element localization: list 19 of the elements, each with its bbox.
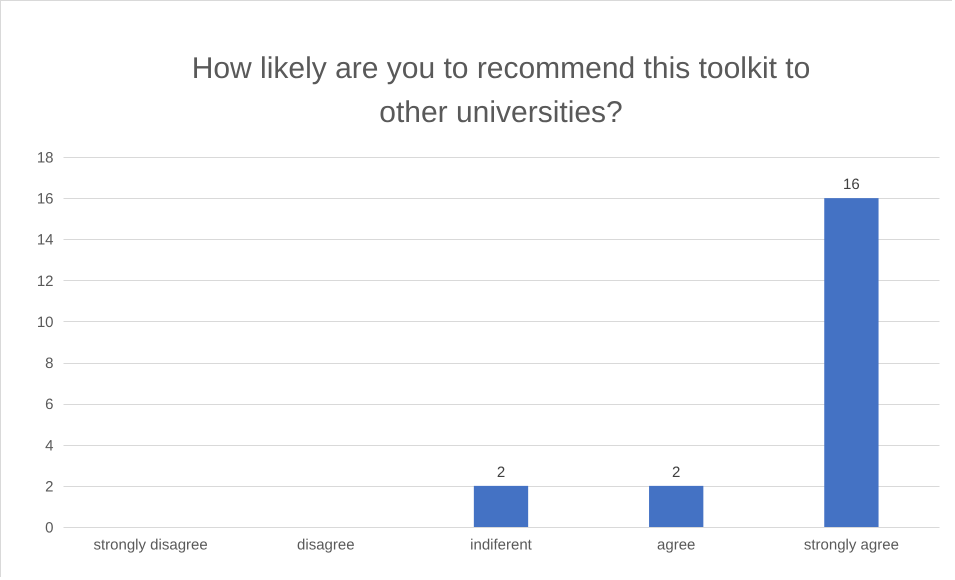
y-tick-label: 8: [45, 355, 54, 372]
y-tick-label: 2: [45, 478, 54, 496]
x-tick-label: indiferent: [470, 536, 533, 554]
y-tick-label: 4: [45, 437, 54, 454]
data-label: 2: [496, 464, 506, 481]
x-tick-label: agree: [657, 536, 696, 554]
y-tick-label: 12: [36, 272, 54, 290]
y-tick-label: 0: [45, 520, 54, 536]
y-tick-label: 10: [36, 314, 54, 331]
data-label: 16: [843, 176, 860, 194]
chart-title: How likely are you to recommend this toolkit to other universities?: [192, 52, 810, 129]
y-tick-label: 18: [36, 150, 54, 166]
y-tick-label: 16: [36, 190, 54, 208]
x-tick-label: strongly agree: [804, 536, 899, 554]
data-label: 2: [672, 464, 680, 481]
x-tick-label: strongly disagree: [93, 536, 208, 554]
y-tick-label: 14: [36, 232, 54, 249]
y-tick-label: 6: [45, 396, 54, 414]
x-tick-label: disagree: [297, 536, 355, 554]
